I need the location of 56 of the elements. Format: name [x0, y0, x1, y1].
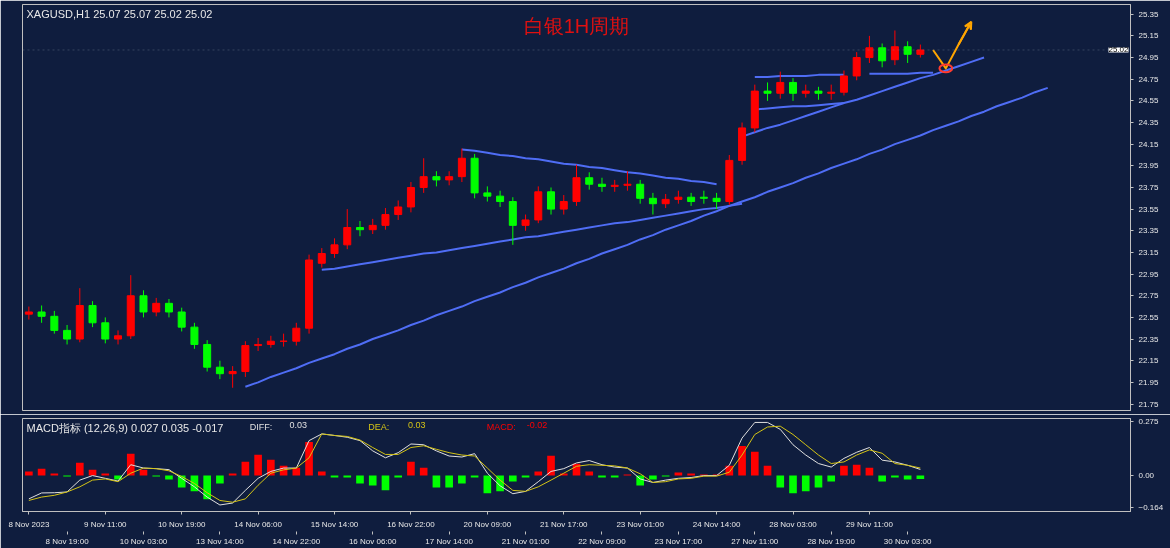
x-tick-label: 15 Nov 14:00 — [310, 519, 359, 529]
y-tick-label: 25.15 — [1138, 31, 1160, 41]
x-tick-label: 9 Nov 11:00 — [84, 519, 128, 529]
annotation: MACD指标 (12,26,9) 0.027 0.035 -0.017 — [26, 421, 224, 434]
x-tick-label: 23 Nov 17:00 — [654, 536, 703, 546]
y-tick-label: 22.95 — [1138, 269, 1160, 279]
x-tick-label: 21 Nov 01:00 — [501, 536, 550, 546]
y-tick-label: 23.55 — [1138, 204, 1160, 214]
y-tick-label: 22.35 — [1138, 334, 1160, 344]
y-tick-label: −0.164 — [1138, 503, 1164, 513]
x-tick-label: 17 Nov 14:00 — [425, 536, 474, 546]
x-tick-label: 16 Nov 22:00 — [387, 519, 436, 529]
series-label: DEA: — [368, 421, 390, 432]
x-tick-label: 14 Nov 06:00 — [234, 519, 283, 529]
y-tick-label: 22.55 — [1138, 312, 1160, 322]
annotation: XAGUSD,H1 25.07 25.07 25.02 25.02 — [26, 7, 213, 20]
x-tick-label: 24 Nov 14:00 — [692, 519, 741, 529]
x-tick-label: 23 Nov 01:00 — [616, 519, 665, 529]
x-tick-label: 14 Nov 22:00 — [272, 536, 321, 546]
text: 白银1H周期 — [523, 14, 630, 37]
y-tick-label: 22.75 — [1138, 291, 1160, 301]
y-tick-label: 23.95 — [1138, 161, 1160, 171]
x-tick-label: 10 Nov 03:00 — [119, 536, 168, 546]
x-tick-label: 10 Nov 19:00 — [157, 519, 207, 529]
y-tick-label: 21.95 — [1138, 377, 1160, 387]
y-tick-label: 0.00 — [1138, 471, 1155, 481]
y-tick-label: 22.15 — [1138, 356, 1160, 366]
annotation: -0.02 — [526, 419, 548, 430]
x-tick-label: 30 Nov 03:00 — [883, 536, 932, 546]
x-tick-label: 28 Nov 19:00 — [807, 536, 856, 546]
x-tick-label: 22 Nov 09:00 — [578, 536, 627, 546]
x-tick-label: 20 Nov 09:00 — [463, 519, 512, 529]
y-tick-label: 24.75 — [1138, 74, 1160, 84]
y-tick-label: 24.35 — [1138, 118, 1160, 128]
y-tick-label: 24.95 — [1138, 53, 1160, 63]
y-tick-label: 0.275 — [1138, 416, 1160, 426]
x-tick-label: 13 Nov 14:00 — [196, 536, 245, 546]
y-tick-label: 23.75 — [1138, 182, 1160, 192]
y-tick-label: 25.35 — [1138, 9, 1160, 19]
x-tick-label: 29 Nov 11:00 — [845, 519, 894, 529]
y-tick-label: 24.55 — [1138, 96, 1160, 106]
ref-line-label: 25.02 — [1108, 45, 1130, 55]
y-tick-label: 23.35 — [1138, 226, 1160, 236]
y-tick-label: 24.15 — [1138, 139, 1160, 149]
text: MACD: — [486, 421, 516, 432]
y-tick-label: 23.15 — [1138, 247, 1160, 257]
x-tick-label: 16 Nov 06:00 — [348, 536, 398, 546]
x-tick-label: 8 Nov 19:00 — [45, 536, 90, 546]
annotation: 0.03 — [408, 419, 426, 430]
annotation: 0.03 — [289, 419, 308, 430]
x-tick-label: 28 Nov 03:00 — [769, 519, 818, 529]
x-tick-label: 21 Nov 17:00 — [539, 519, 589, 529]
x-tick-label: 8 Nov 2023 — [8, 519, 50, 529]
text: DIFF: — [249, 421, 273, 432]
y-tick-label: 21.75 — [1138, 399, 1160, 409]
x-tick-label: 27 Nov 11:00 — [731, 536, 779, 546]
